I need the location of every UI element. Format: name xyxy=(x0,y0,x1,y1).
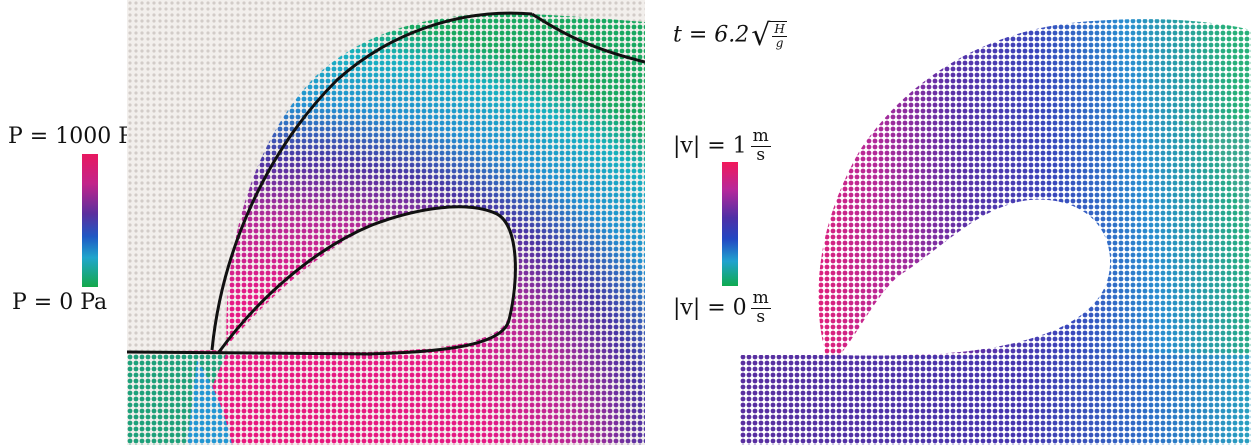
interface-line-floor xyxy=(127,350,373,356)
pressure-field-panel xyxy=(127,0,645,445)
pressure-max-label: P = 1000 Pa xyxy=(8,124,146,149)
velocity-field-panel xyxy=(740,19,1251,445)
pressure-colorbar xyxy=(82,154,98,287)
interface-line-cavity xyxy=(217,205,517,356)
fluid-floor xyxy=(740,355,1251,445)
air-cavity-right xyxy=(840,199,1111,356)
velocity-colorbar xyxy=(722,162,738,286)
interface-line-outer xyxy=(210,11,533,351)
pressure-min-label: P = 0 Pa xyxy=(12,290,108,315)
interface-line-top xyxy=(531,12,645,64)
